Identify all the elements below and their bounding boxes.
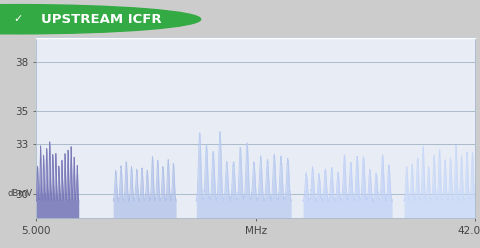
Circle shape <box>0 5 201 34</box>
Text: ✓: ✓ <box>13 14 23 24</box>
Polygon shape <box>454 12 463 28</box>
Text: dBmV: dBmV <box>7 189 33 198</box>
Text: UPSTREAM ICFR: UPSTREAM ICFR <box>41 13 161 26</box>
